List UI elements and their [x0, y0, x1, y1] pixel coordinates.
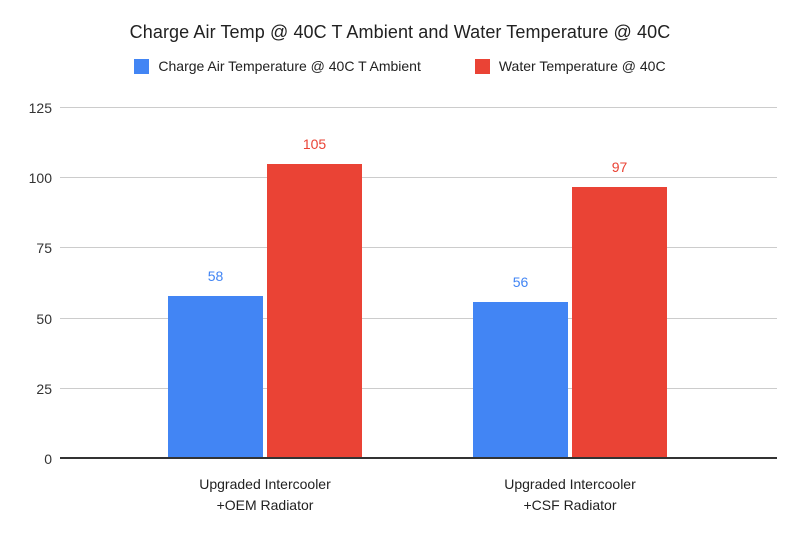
y-tick-label: 0 [44, 451, 52, 467]
gridline [60, 107, 777, 108]
legend-label: Water Temperature @ 40C [498, 58, 666, 74]
gridline [60, 247, 777, 249]
x-axis: Upgraded Intercooler +OEM Radiator Upgrad… [60, 474, 777, 524]
chart-legend: Charge Air Temperature @ 40C T Ambient Wa… [0, 58, 800, 74]
legend-item-series-1: Water Temperature @ 40C [474, 58, 666, 74]
gridline [60, 317, 777, 319]
bar-series-1-group-1 [572, 186, 667, 459]
legend-item-series-0: Charge Air Temperature @ 40C T Ambient [134, 58, 421, 74]
bar-value-label: 58 [207, 268, 224, 285]
y-tick-label: 100 [28, 170, 52, 187]
bar-series-0-group-0 [168, 296, 263, 459]
chart-title: Charge Air Temp @ 40C T Ambient and Wate… [129, 22, 671, 42]
bar-value-label: 56 [512, 273, 529, 290]
y-tick-label: 75 [36, 240, 52, 257]
bar-value-label: 97 [611, 158, 628, 175]
plot-area: 58 105 56 97 [60, 107, 777, 459]
bar-series-1-group-0 [267, 164, 362, 459]
y-tick-label: 125 [28, 100, 52, 116]
x-axis-baseline [60, 457, 777, 459]
y-tick-label: 25 [36, 380, 52, 397]
y-axis: 0 25 50 75 100 125 [0, 101, 52, 466]
legend-label: Charge Air Temperature @ 40C T Ambient [158, 58, 421, 74]
x-category-label: Upgraded Intercooler +OEM Radiator [199, 476, 331, 513]
gridline [60, 387, 777, 389]
bar-value-label: 105 [302, 136, 327, 153]
legend-swatch-icon [474, 58, 490, 74]
x-category-label: Upgraded Intercooler +CSF Radiator [504, 476, 636, 513]
legend-swatch-icon [134, 58, 150, 74]
y-tick-label: 50 [36, 310, 52, 327]
gridline [60, 177, 777, 179]
bar-series-0-group-1 [473, 301, 568, 459]
